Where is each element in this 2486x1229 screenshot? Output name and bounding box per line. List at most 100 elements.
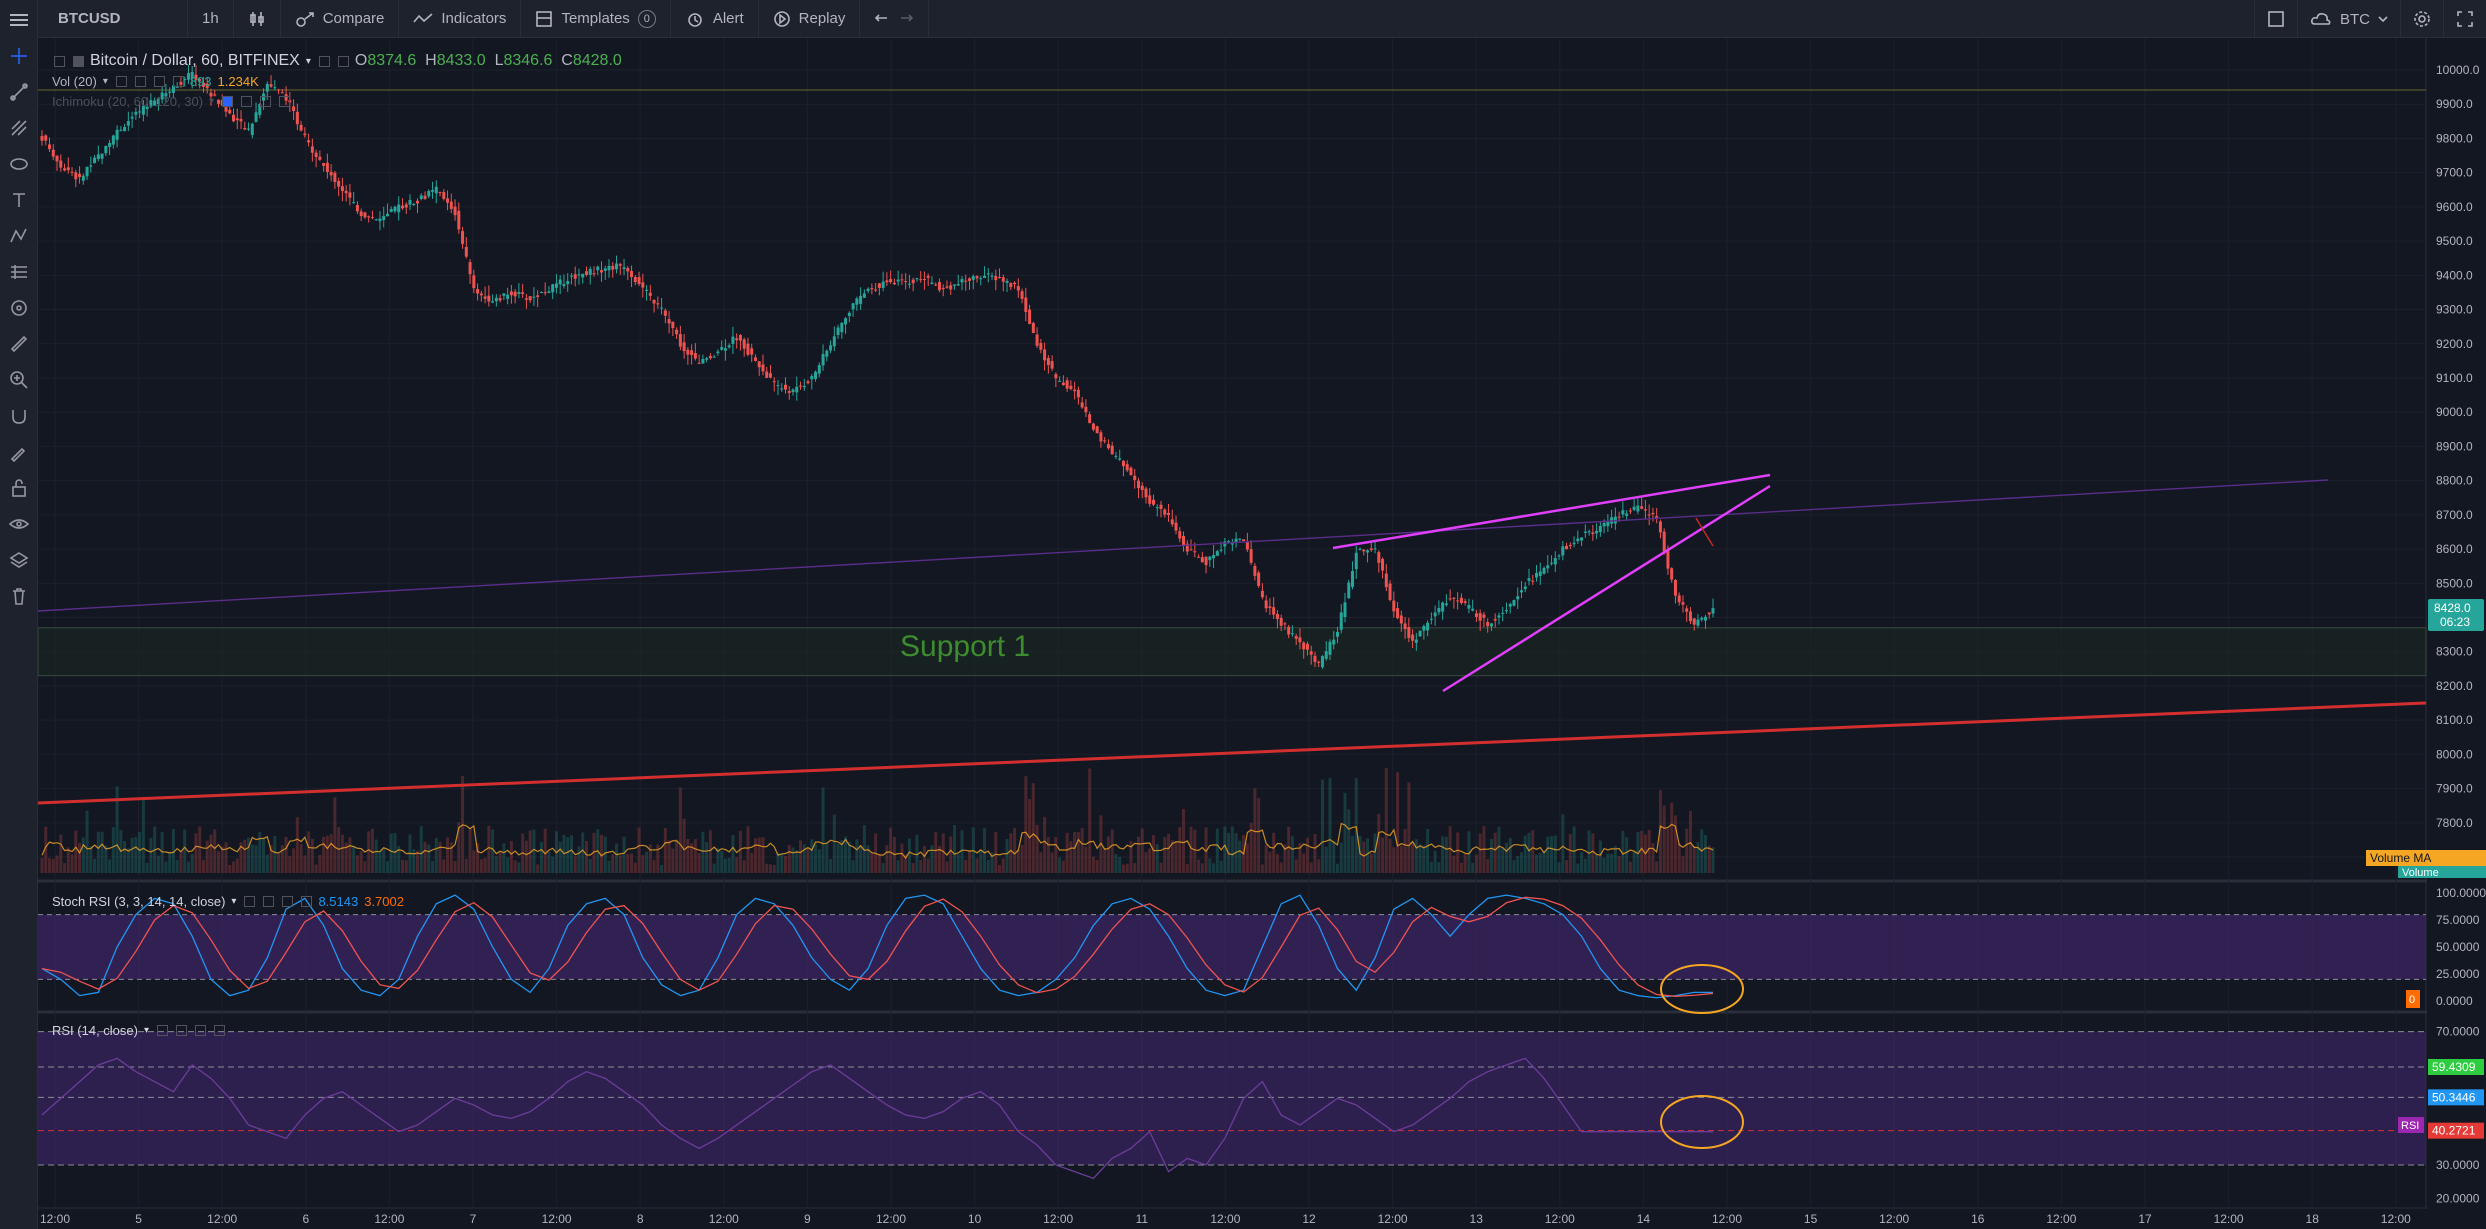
volume-bar	[1272, 832, 1276, 873]
add-icon[interactable]	[153, 76, 165, 87]
time-axis-label: 12:00	[1545, 1212, 1575, 1226]
rsi-title[interactable]: RSI (14, close)	[52, 1023, 138, 1038]
volume-title[interactable]: Vol (20)	[52, 74, 97, 89]
volume-bar	[1317, 859, 1321, 873]
symbol-search-button[interactable]: BTCUSD	[38, 0, 188, 38]
settings-icon[interactable]	[134, 76, 146, 87]
settings-icon[interactable]	[176, 1025, 188, 1036]
cloud-icon	[2311, 13, 2331, 25]
candle-body	[1433, 612, 1437, 617]
add-icon[interactable]	[195, 1025, 207, 1036]
volume-bar	[517, 862, 521, 873]
delete-tool[interactable]	[0, 578, 38, 614]
time-axis-label: 12:00	[2214, 1212, 2244, 1226]
prediction-tool[interactable]	[0, 254, 38, 290]
candle-body	[1050, 361, 1054, 369]
candle-body	[551, 284, 555, 293]
candle-body	[93, 157, 97, 164]
cloud-layout-button[interactable]: BTC	[2297, 0, 2400, 38]
candle-body	[889, 279, 893, 283]
candle-body	[1099, 432, 1103, 442]
settings-icon[interactable]	[318, 55, 330, 67]
collapse-legend-toggle[interactable]	[54, 55, 65, 67]
templates-button[interactable]: Templates 0	[521, 0, 671, 38]
volume-bar	[318, 854, 322, 873]
time-axis-label: 12	[1302, 1212, 1316, 1226]
volume-bar	[1377, 813, 1381, 873]
chevron-down-icon[interactable]: ▾	[143, 1025, 150, 1036]
candle-body	[100, 153, 104, 159]
volume-bar	[979, 849, 983, 873]
pitchfork-tool[interactable]	[0, 110, 38, 146]
candle-body	[911, 279, 915, 284]
stoch-rsi-title[interactable]: Stoch RSI (3, 3, 14, 14, close)	[52, 894, 226, 909]
candle-body	[678, 334, 682, 347]
chart-canvas[interactable]: 10000.09900.09800.09700.09600.09500.0940…	[38, 38, 2486, 1229]
volume-bar	[539, 841, 543, 873]
eye-icon[interactable]	[157, 1025, 169, 1036]
support-zone	[38, 627, 2427, 677]
ichimoku-title[interactable]: Ichimoku (20, 60, 120, 30)	[52, 94, 204, 109]
volume-bar	[1136, 836, 1140, 873]
candle-body	[119, 129, 123, 131]
candle-body	[836, 327, 840, 335]
eye-icon[interactable]	[222, 96, 234, 107]
crosshair-tool[interactable]	[0, 38, 38, 74]
alert-button[interactable]: Alert	[671, 0, 759, 38]
candle-body	[243, 128, 247, 130]
zoom-tool[interactable]	[0, 362, 38, 398]
candle-body	[1580, 537, 1584, 541]
chart-type-button[interactable]	[234, 0, 281, 38]
settings-icon[interactable]	[263, 896, 275, 907]
volume-bar	[708, 830, 712, 873]
chart-area[interactable]: 10000.0 9900.0 9800.0 9700.0 9600.0 9500.0 940…	[38, 38, 2486, 1229]
interval-button[interactable]: 1h	[188, 0, 234, 38]
redo-icon[interactable]	[898, 11, 914, 27]
measure-tool[interactable]	[0, 326, 38, 362]
replay-button[interactable]: Replay	[759, 0, 861, 38]
volume-value-b: 1.234K	[217, 74, 259, 89]
pattern-tool[interactable]	[0, 218, 38, 254]
eye-icon[interactable]	[244, 896, 256, 907]
indicators-button[interactable]: Indicators	[399, 0, 522, 38]
close-icon[interactable]	[279, 96, 291, 107]
settings-button[interactable]	[2400, 0, 2443, 38]
volume-bar	[115, 786, 119, 873]
candle-body	[1223, 541, 1227, 547]
add-icon[interactable]	[282, 896, 294, 907]
eye-icon[interactable]	[115, 76, 127, 87]
compare-button[interactable]: Compare	[281, 0, 400, 38]
trendline-tool[interactable]	[0, 74, 38, 110]
stay-drawing-tool[interactable]	[0, 434, 38, 470]
chevron-down-icon[interactable]: ▾	[231, 896, 237, 907]
menu-button[interactable]	[0, 0, 38, 38]
candle-body	[74, 172, 78, 180]
candle-body	[1339, 612, 1343, 630]
visibility-tool[interactable]	[0, 506, 38, 542]
candle-body	[1369, 548, 1373, 551]
brush-tool[interactable]	[0, 146, 38, 182]
volume-bar	[104, 845, 108, 873]
volume-bar	[1163, 836, 1167, 873]
icons-tool[interactable]	[0, 290, 38, 326]
time-axis-label: 12:00	[1210, 1212, 1240, 1226]
settings-icon[interactable]	[241, 96, 253, 107]
close-icon[interactable]	[301, 896, 313, 907]
add-icon[interactable]	[260, 96, 272, 107]
candle-body	[727, 345, 731, 348]
support-text-annotation[interactable]: Support 1	[900, 630, 1031, 663]
close-icon[interactable]	[337, 55, 349, 67]
text-tool[interactable]	[0, 182, 38, 218]
undo-icon[interactable]	[874, 11, 890, 27]
chevron-down-icon[interactable]: ▾	[102, 76, 108, 87]
fullscreen-button[interactable]	[2443, 0, 2486, 38]
close-icon[interactable]	[214, 1025, 226, 1036]
object-tree-tool[interactable]	[0, 542, 38, 578]
chevron-down-icon[interactable]: ▾	[209, 96, 215, 107]
chevron-down-icon[interactable]: ▾	[305, 55, 311, 67]
series-title[interactable]: Bitcoin / Dollar, 60, BITFINEX	[90, 52, 300, 69]
close-icon[interactable]	[172, 76, 184, 87]
layout-button[interactable]	[2254, 0, 2297, 38]
lock-tool[interactable]	[0, 470, 38, 506]
magnet-tool[interactable]	[0, 398, 38, 434]
